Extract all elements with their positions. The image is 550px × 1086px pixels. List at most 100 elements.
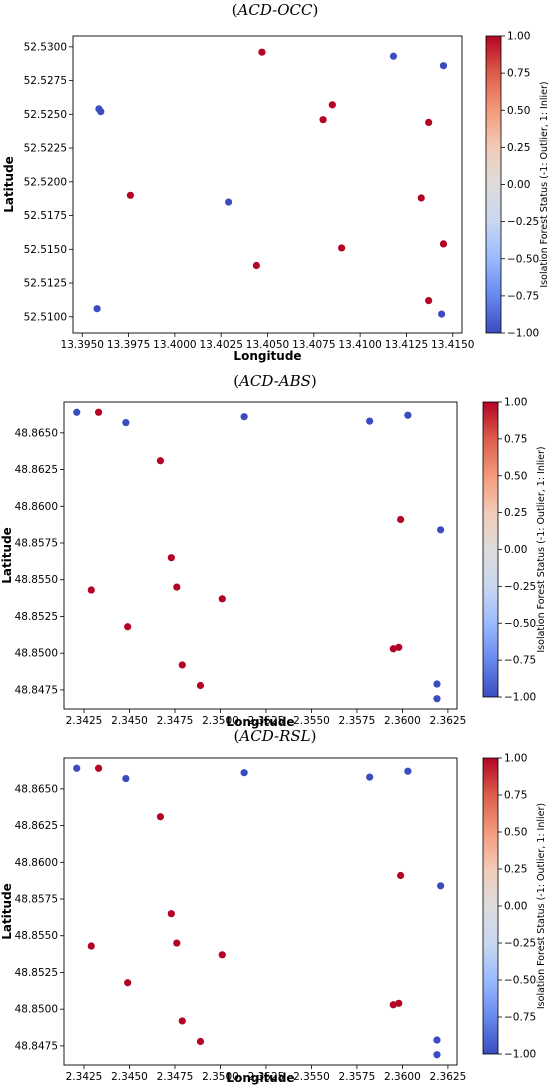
y-tick-label: 48.8550 — [15, 574, 58, 586]
colorbar-tick-label: −0.75 — [504, 655, 536, 667]
colorbar-tick-label: 0.00 — [507, 179, 530, 191]
y-tick-label: 52.5200 — [24, 176, 67, 188]
colorbar-tick-label: −1.00 — [504, 1049, 536, 1061]
colorbar-label: Isolation Forest Status (-1: Outlier, 1:… — [539, 81, 550, 287]
colorbar-tick-label: 0.00 — [504, 544, 527, 556]
data-point-outlier — [240, 413, 248, 421]
colorbar-tick-label: 0.50 — [507, 105, 530, 117]
data-point-inlier — [167, 554, 175, 562]
x-tick-label: 13.3950 — [61, 339, 104, 351]
data-point-outlier — [389, 52, 398, 60]
y-tick-label: 52.5275 — [24, 75, 67, 87]
colorbar-tick-label: −0.50 — [507, 253, 539, 265]
x-tick-label: 2.3575 — [339, 715, 376, 727]
y-tick-label: 48.8475 — [15, 1040, 58, 1052]
data-point-inlier — [156, 813, 165, 821]
colorbar-tick-label: 0.75 — [507, 68, 530, 80]
colorbar-tick-label: 0.00 — [504, 901, 527, 913]
x-tick-label: 13.4100 — [338, 339, 381, 351]
y-tick-label: 48.8500 — [15, 1004, 58, 1016]
plot-area — [63, 757, 458, 1066]
y-tick-label: 48.8600 — [15, 857, 58, 869]
data-point-outlier — [97, 108, 105, 116]
y-tick-label: 48.8525 — [15, 967, 58, 979]
y-tick-label: 52.5225 — [24, 143, 67, 155]
data-point-outlier — [366, 773, 374, 781]
x-tick-label: 13.4125 — [385, 339, 428, 351]
data-point-outlier — [433, 680, 441, 688]
x-tick-label: 2.3500 — [202, 1071, 239, 1083]
x-tick-label: 2.3525 — [248, 715, 285, 727]
colorbar — [482, 401, 499, 698]
data-point-inlier — [252, 261, 260, 270]
colorbar-tick-label: −0.25 — [504, 938, 536, 950]
x-tick-label: 2.3450 — [111, 715, 148, 727]
y-tick-label: 48.8600 — [15, 501, 58, 513]
x-tick-label: 2.3600 — [384, 715, 421, 727]
x-tick-label: 13.4050 — [246, 339, 289, 351]
scatter-plot: 13.3950 13.3975 13.4000 13.4025 13.4050 13.40… — [2, 31, 550, 364]
data-point-outlier — [433, 695, 441, 703]
data-point-inlier — [173, 939, 181, 947]
data-point-inlier — [439, 240, 448, 248]
plot-area — [63, 401, 458, 710]
scatter-plot: 2.3425 2.3450 2.3475 2.3500 2.3525 2.3550 2.35… — [0, 397, 547, 730]
colorbar-label: Isolation Forest Status (-1: Outlier, 1:… — [536, 803, 547, 1009]
data-point-inlier — [87, 586, 95, 594]
data-point-outlier — [437, 526, 445, 534]
data-point-outlier — [438, 310, 446, 318]
y-tick-label: 48.8625 — [15, 464, 58, 476]
y-tick-label: 52.5125 — [24, 278, 67, 290]
data-point-inlier — [389, 645, 397, 653]
chart-title-suffix: ) — [310, 372, 317, 390]
chart-panel-abs: (ACD-ABS) 2.3425 2.3450 2.3475 2.3500 2.3525… — [0, 362, 550, 730]
x-tick-label: 2.3625 — [430, 1071, 467, 1083]
data-point-inlier — [167, 910, 175, 918]
y-axis-label: Latitude — [0, 883, 14, 940]
colorbar — [482, 757, 499, 1055]
chart-title-text: ACD-RSL — [239, 727, 311, 745]
y-tick-label: 48.8650 — [15, 783, 58, 795]
x-tick-label: 13.4075 — [292, 339, 335, 351]
y-tick-label: 52.5175 — [24, 210, 67, 222]
y-tick-label: 48.8575 — [15, 538, 58, 550]
data-point-inlier — [395, 643, 403, 651]
data-point-inlier — [156, 457, 165, 465]
data-point-inlier — [258, 48, 266, 56]
chart-title-prefix: ( — [231, 1, 238, 19]
chart-title-text: ACD-ABS — [239, 372, 311, 390]
data-point-outlier — [93, 305, 101, 313]
y-tick-label: 48.8650 — [15, 427, 58, 439]
data-point-inlier — [425, 118, 433, 126]
data-point-inlier — [396, 515, 405, 524]
x-axis-label: Longitude — [226, 715, 294, 729]
x-tick-label: 2.3475 — [157, 1071, 194, 1083]
data-point-inlier — [425, 297, 433, 305]
y-tick-label: 48.8500 — [15, 648, 58, 660]
y-tick-label: 48.8475 — [15, 684, 58, 696]
data-point-outlier — [366, 417, 374, 425]
data-point-outlier — [439, 62, 448, 70]
x-tick-label: 2.3550 — [293, 715, 330, 727]
x-tick-label: 13.3975 — [107, 339, 150, 351]
colorbar-tick-label: 0.25 — [504, 507, 527, 519]
colorbar-tick-label: 0.50 — [504, 470, 527, 482]
colorbar-tick-label: −0.50 — [504, 975, 536, 987]
y-tick-label: 52.5300 — [24, 41, 67, 53]
data-point-inlier — [337, 244, 346, 252]
chart-panel-rsl: (ACD-RSL) 2.3425 2.3450 2.3475 2.3500 2.3525… — [0, 724, 550, 1086]
x-axis-label: Longitude — [226, 1071, 294, 1085]
data-point-outlier — [437, 882, 445, 890]
data-point-inlier — [319, 116, 327, 124]
data-point-outlier — [122, 418, 130, 427]
data-point-inlier — [173, 583, 181, 591]
data-point-outlier — [404, 411, 412, 419]
x-tick-label: 13.4000 — [153, 339, 196, 351]
data-point-outlier — [433, 1036, 441, 1044]
y-tick-label: 52.5150 — [24, 244, 67, 256]
x-tick-label: 13.4150 — [431, 339, 474, 351]
data-point-outlier — [433, 1051, 441, 1059]
colorbar-tick-label: 0.50 — [504, 827, 527, 839]
x-tick-label: 2.3600 — [384, 1071, 421, 1083]
chart-title: (ACD-RSL) — [0, 727, 550, 745]
